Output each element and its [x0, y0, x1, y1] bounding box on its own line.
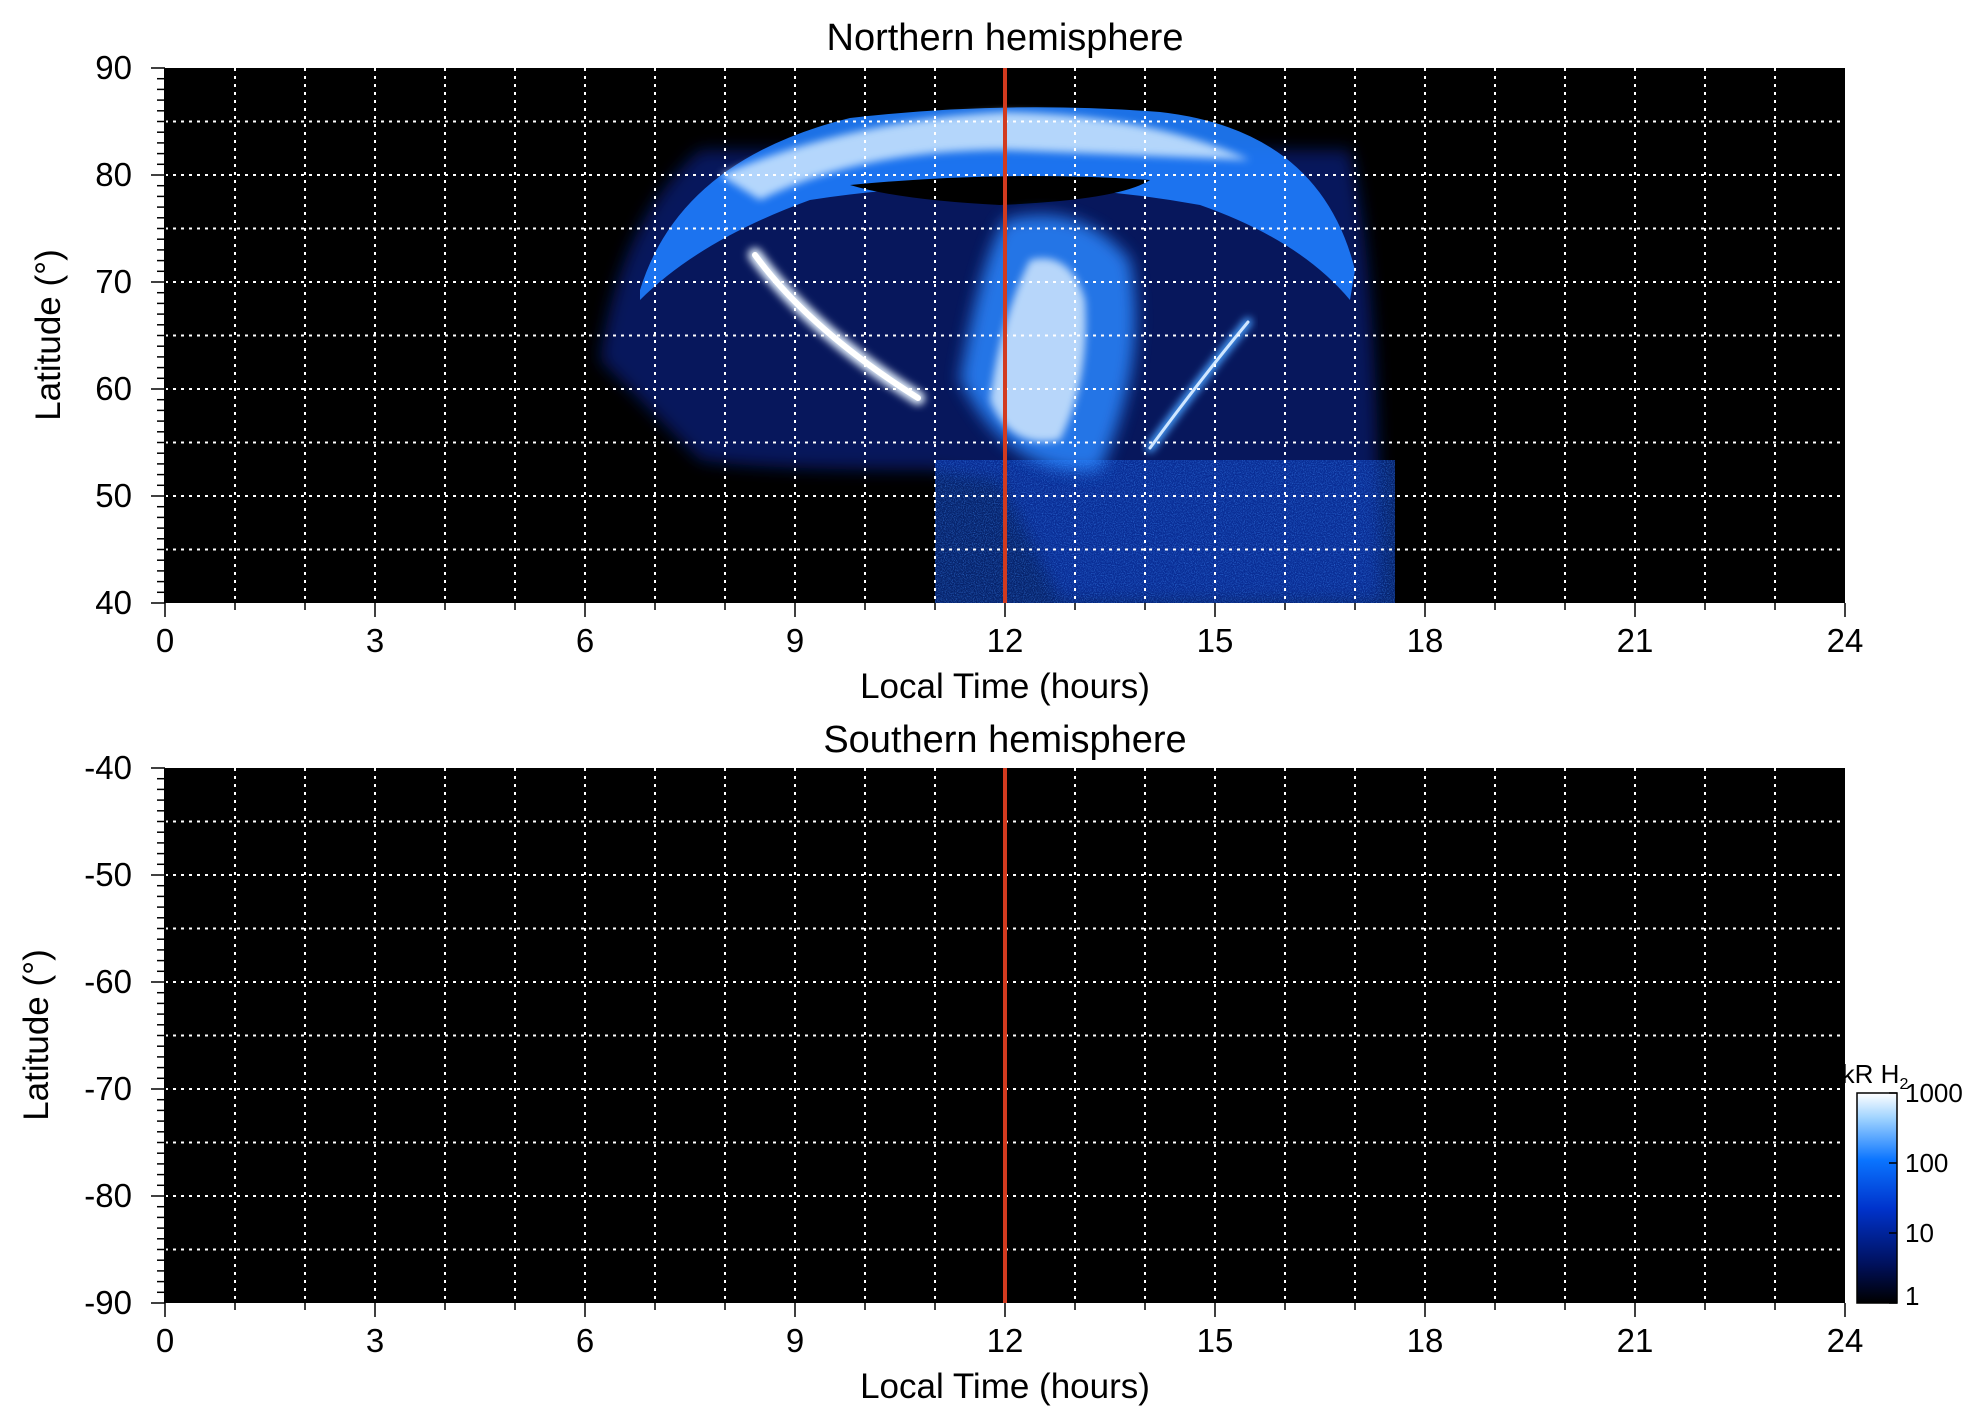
northern-y-axis-label: Latitude (°) [29, 249, 68, 421]
y-tick-label: 70 [95, 263, 132, 300]
y-tick-label: 40 [95, 584, 132, 621]
x-tick-label: 3 [366, 1322, 384, 1359]
northern-x-tick-labels: 0 3 6 9 12 15 18 21 24 [156, 622, 1864, 659]
northern-hemisphere-panel: Northern hemisphere 0 3 6 9 12 15 18 2 [29, 17, 1863, 706]
y-tick-label: 50 [95, 477, 132, 514]
y-tick-label: -50 [84, 856, 132, 893]
x-tick-label: 0 [156, 1322, 174, 1359]
colorbar-tick-label: 1000 [1905, 1078, 1963, 1108]
y-tick-label: 90 [95, 49, 132, 86]
southern-x-tick-labels: 0 3 6 9 12 15 18 21 24 [156, 1322, 1864, 1359]
southern-x-axis-label: Local Time (hours) [860, 1367, 1150, 1406]
x-tick-label: 9 [786, 622, 804, 659]
x-tick-label: 12 [987, 1322, 1024, 1359]
y-tick-label: -70 [84, 1070, 132, 1107]
x-tick-label: 3 [366, 622, 384, 659]
x-tick-label: 12 [987, 622, 1024, 659]
southern-panel-title: Southern hemisphere [823, 719, 1186, 761]
northern-x-axis-label: Local Time (hours) [860, 667, 1150, 706]
northern-emission-image [600, 107, 1395, 603]
x-tick-label: 18 [1407, 1322, 1444, 1359]
colorbar-tick-label: 10 [1905, 1218, 1934, 1248]
y-tick-label: -60 [84, 963, 132, 1000]
polar-boundary-band-core [720, 112, 1250, 200]
x-tick-label: 21 [1617, 622, 1654, 659]
x-tick-label: 6 [576, 622, 594, 659]
colorbar-label: kR H2 [1842, 1059, 1909, 1093]
southern-y-tick-labels: -40 -50 -60 -70 -80 -90 [84, 749, 132, 1321]
northern-y-tick-labels: 40 50 60 70 80 90 [95, 49, 132, 621]
colorbar-ticks: 1 10 100 1000 [1889, 1078, 1963, 1311]
x-tick-label: 0 [156, 622, 174, 659]
northern-minor-ticks [151, 67, 1846, 617]
colorbar: kR H2 1 10 100 1000 [1842, 1059, 1963, 1311]
x-tick-label: 15 [1197, 1322, 1234, 1359]
x-tick-label: 24 [1827, 622, 1864, 659]
southern-hemisphere-panel: Southern hemisphere 0 3 6 9 12 15 18 21 24 -40 -5… [17, 719, 1863, 1406]
x-tick-label: 15 [1197, 622, 1234, 659]
x-tick-label: 21 [1617, 1322, 1654, 1359]
x-tick-label: 9 [786, 1322, 804, 1359]
colorbar-tick-label: 1 [1905, 1281, 1919, 1311]
x-tick-label: 24 [1827, 1322, 1864, 1359]
colorbar-gradient [1856, 1092, 1898, 1304]
y-tick-label: -40 [84, 749, 132, 786]
colorbar-tick-label: 100 [1905, 1148, 1948, 1178]
y-tick-label: -80 [84, 1177, 132, 1214]
northern-panel-title: Northern hemisphere [827, 17, 1184, 59]
y-tick-label: 80 [95, 156, 132, 193]
x-tick-label: 6 [576, 1322, 594, 1359]
southern-y-axis-label: Latitude (°) [17, 949, 56, 1121]
y-tick-label: 60 [95, 370, 132, 407]
y-tick-label: -90 [84, 1284, 132, 1321]
southern-minor-ticks [151, 767, 1846, 1317]
x-tick-label: 18 [1407, 622, 1444, 659]
